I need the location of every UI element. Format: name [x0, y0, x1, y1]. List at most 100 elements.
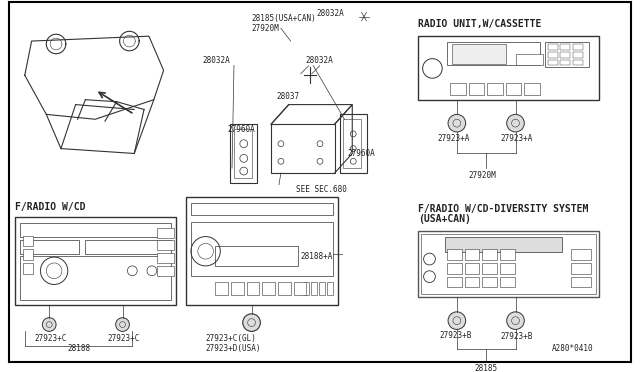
Bar	[191, 203, 333, 215]
Bar	[561, 44, 570, 50]
Text: RADIO UNIT,W/CASSETTE: RADIO UNIT,W/CASSETTE	[418, 19, 541, 29]
Circle shape	[116, 318, 129, 331]
Text: 28185: 28185	[474, 364, 497, 372]
Bar	[561, 60, 570, 65]
Bar	[23, 235, 33, 246]
Text: 28037: 28037	[276, 92, 299, 101]
Bar	[561, 52, 570, 58]
Circle shape	[243, 314, 260, 331]
Bar	[487, 83, 503, 95]
Text: 28188: 28188	[67, 344, 90, 353]
Circle shape	[507, 114, 524, 132]
Bar	[23, 249, 33, 260]
Bar	[216, 282, 228, 295]
Bar	[294, 282, 307, 295]
Bar	[420, 234, 596, 294]
Text: 27923+A: 27923+A	[501, 134, 533, 143]
Text: 28188+A: 28188+A	[300, 251, 333, 261]
Text: 27923+C(GL): 27923+C(GL)	[205, 334, 257, 343]
Bar	[246, 282, 259, 295]
Bar	[311, 282, 317, 295]
Text: 27923+B: 27923+B	[439, 331, 472, 340]
Bar	[465, 249, 479, 260]
Bar	[20, 240, 79, 254]
Bar	[468, 83, 484, 95]
Text: 28032A: 28032A	[203, 56, 230, 65]
Bar	[230, 124, 257, 183]
Bar	[500, 249, 515, 260]
Bar	[340, 114, 367, 173]
Bar	[327, 282, 333, 295]
Bar	[500, 277, 515, 288]
Bar	[15, 217, 176, 305]
Bar	[506, 83, 522, 95]
Text: 28032A: 28032A	[305, 56, 333, 65]
Text: 27923+B: 27923+B	[501, 332, 533, 341]
Bar	[191, 222, 333, 276]
Text: 27923+C: 27923+C	[108, 334, 140, 343]
Bar	[483, 249, 497, 260]
Text: (USA+CAN): (USA+CAN)	[418, 214, 470, 224]
Bar	[278, 282, 291, 295]
Bar	[85, 240, 172, 254]
Text: 27960A: 27960A	[348, 149, 375, 158]
Text: 27960A: 27960A	[227, 125, 255, 134]
Bar	[548, 52, 557, 58]
Circle shape	[448, 114, 466, 132]
Circle shape	[448, 312, 466, 330]
Text: F/RADIO W/CD-DIVERSITY SYSTEM: F/RADIO W/CD-DIVERSITY SYSTEM	[418, 204, 588, 214]
Bar	[545, 42, 589, 67]
Bar	[23, 263, 33, 274]
Bar	[500, 263, 515, 274]
Bar	[573, 60, 583, 65]
Circle shape	[42, 318, 56, 331]
Bar	[515, 54, 543, 65]
Bar	[465, 263, 479, 274]
Circle shape	[507, 312, 524, 330]
Bar	[20, 223, 172, 237]
Bar	[573, 44, 583, 50]
Bar	[452, 44, 506, 64]
Bar	[418, 36, 598, 100]
Bar	[573, 52, 583, 58]
Bar	[319, 282, 325, 295]
Bar	[447, 263, 461, 274]
Bar	[344, 119, 361, 168]
Text: 28185(USA+CAN)
27920M: 28185(USA+CAN) 27920M	[252, 14, 316, 33]
Bar	[465, 277, 479, 288]
Bar	[271, 124, 335, 173]
Text: 27920M: 27920M	[468, 171, 497, 180]
Bar	[524, 83, 540, 95]
Bar	[20, 256, 172, 300]
Bar	[157, 253, 174, 263]
Bar	[418, 231, 598, 297]
Bar	[447, 42, 540, 65]
Bar	[157, 266, 174, 276]
Bar	[572, 277, 591, 288]
Bar	[445, 237, 563, 252]
Bar	[303, 282, 309, 295]
Text: 28032A: 28032A	[316, 9, 344, 18]
Bar	[262, 282, 275, 295]
Bar	[450, 83, 466, 95]
Text: F/RADIO W/CD: F/RADIO W/CD	[15, 202, 86, 212]
Bar	[157, 228, 174, 238]
Bar	[572, 263, 591, 274]
Bar	[447, 277, 461, 288]
Text: A280*0410: A280*0410	[552, 344, 594, 353]
Text: 27923+A: 27923+A	[437, 134, 470, 143]
Bar	[483, 277, 497, 288]
Text: 27923+C: 27923+C	[35, 334, 67, 343]
Bar	[231, 282, 244, 295]
Bar	[447, 249, 461, 260]
Bar	[186, 198, 337, 305]
Bar	[234, 129, 252, 178]
Bar	[483, 263, 497, 274]
Bar	[157, 240, 174, 250]
Bar	[216, 246, 298, 266]
Text: SEE SEC.680: SEE SEC.680	[296, 185, 346, 194]
Bar	[548, 44, 557, 50]
Text: 27923+D(USA): 27923+D(USA)	[205, 343, 261, 353]
Bar	[572, 249, 591, 260]
Bar	[548, 60, 557, 65]
